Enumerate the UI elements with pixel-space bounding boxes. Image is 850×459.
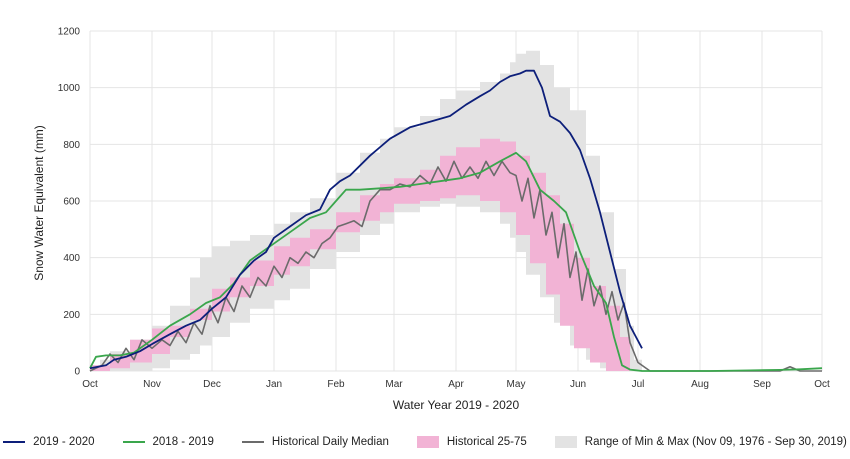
legend-item-2018-2019[interactable]: 2018 - 2019 <box>122 436 214 448</box>
y-tick-label: 400 <box>63 253 80 264</box>
x-tick-label: Mar <box>385 379 403 390</box>
legend-swatch-25-75 <box>416 436 439 448</box>
legend-label: Range of Min & Max (Nov 09, 1976 - Sep 3… <box>584 436 847 448</box>
series-2018-2019 <box>89 151 823 372</box>
x-tick-label: Oct <box>82 379 98 390</box>
legend-item-25-75[interactable]: Historical 25-75 <box>416 436 527 448</box>
legend-swatch-2018-2019 <box>122 441 145 443</box>
y-tick-label: 200 <box>63 310 80 321</box>
legend-swatch-2019-2020 <box>3 441 26 443</box>
band-layer <box>90 50 642 372</box>
legend-item-min-max[interactable]: Range of Min & Max (Nov 09, 1976 - Sep 3… <box>554 436 847 448</box>
y-tick-label: 1200 <box>58 27 81 38</box>
legend-swatch-median <box>241 441 264 443</box>
x-tick-label: Nov <box>143 379 161 390</box>
x-tick-label: Apr <box>448 379 464 390</box>
x-axis-title: Water Year 2019 - 2020 <box>393 398 520 412</box>
legend-label: Historical Daily Median <box>271 436 389 448</box>
y-axis-title: Snow Water Equivalent (mm) <box>32 125 46 281</box>
y-tick-label: 600 <box>63 197 80 208</box>
x-tick-label: Jun <box>570 379 586 390</box>
x-tick-label: Dec <box>203 379 221 390</box>
x-tick-label: Feb <box>327 379 345 390</box>
y-tick-label: 1000 <box>58 83 81 94</box>
legend-swatch-min-max <box>554 436 577 448</box>
band-historical-25-75 <box>90 138 630 371</box>
series-2019-2020 <box>89 69 643 370</box>
y-tick-label: 800 <box>63 140 80 151</box>
legend-label: Historical 25-75 <box>446 436 527 448</box>
y-tick-label: 0 <box>74 367 80 378</box>
x-tick-label: Aug <box>691 379 709 390</box>
series-layer <box>89 69 823 372</box>
x-axis-ticks: Oct Nov Dec Jan Feb Mar Apr May Jun Jul Aug Sep Oct <box>82 379 830 390</box>
series-historical-daily-median <box>89 160 822 372</box>
legend-item-median[interactable]: Historical Daily Median <box>241 436 389 448</box>
legend-item-2019-2020[interactable]: 2019 - 2020 <box>3 436 95 448</box>
legend: 2019 - 2020 2018 - 2019 Historical Daily… <box>0 432 850 452</box>
x-tick-label: Jul <box>632 379 645 390</box>
legend-label: 2018 - 2019 <box>152 436 214 448</box>
legend-label: 2019 - 2020 <box>33 436 95 448</box>
x-tick-label: Oct <box>814 379 830 390</box>
x-tick-label: May <box>507 379 526 390</box>
x-tick-label: Sep <box>753 379 771 390</box>
x-tick-label: Jan <box>266 379 282 390</box>
y-axis-ticks: 0 200 400 600 800 1000 1200 <box>58 27 81 378</box>
